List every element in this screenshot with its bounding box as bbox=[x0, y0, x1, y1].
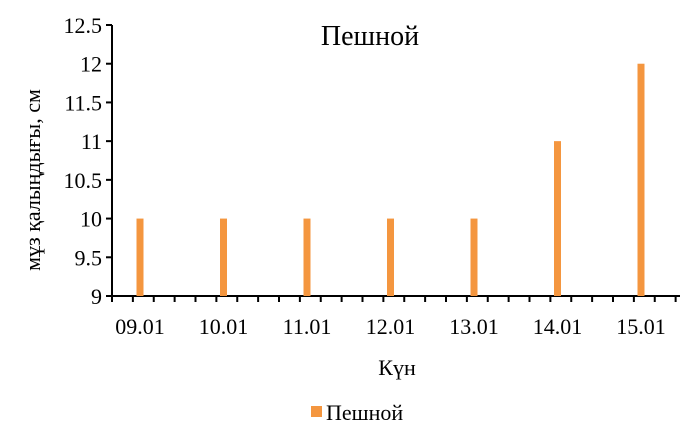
legend: Пешной bbox=[311, 400, 403, 425]
y-tick-label: 9.5 bbox=[75, 245, 103, 270]
y-tick-label: 12 bbox=[80, 52, 102, 77]
x-tick-label: 13.01 bbox=[449, 314, 499, 339]
x-tick-label: 14.01 bbox=[533, 314, 583, 339]
y-tick-label: 9 bbox=[91, 284, 102, 309]
y-tick-label: 11 bbox=[81, 129, 102, 154]
y-tick-label: 12.5 bbox=[64, 13, 103, 38]
x-tick-label: 12.01 bbox=[366, 314, 416, 339]
plot-area: 9 9.5 10 10.5 11 11.5 12 12.5 09.01 10.01 11.01 12.… bbox=[64, 13, 680, 339]
bar bbox=[470, 218, 478, 296]
chart-title: Пешной bbox=[321, 21, 419, 52]
x-tick-label: 09.01 bbox=[115, 314, 165, 339]
x-axis-title: Күн bbox=[378, 355, 416, 380]
y-tick-label: 11.5 bbox=[64, 90, 102, 115]
x-tick-label: 11.01 bbox=[283, 314, 332, 339]
y-axis-title: мұз қалыңдығы, см bbox=[20, 89, 45, 271]
bar bbox=[637, 63, 645, 296]
bar bbox=[303, 218, 311, 296]
bar bbox=[220, 218, 227, 296]
bar bbox=[554, 141, 561, 296]
y-tick-label: 10 bbox=[80, 207, 102, 232]
legend-label: Пешной bbox=[326, 400, 403, 425]
bar bbox=[136, 218, 144, 296]
y-tick-label: 10.5 bbox=[64, 168, 103, 193]
legend-swatch bbox=[311, 406, 322, 417]
bar bbox=[387, 218, 394, 296]
x-tick-label: 15.01 bbox=[616, 314, 666, 339]
x-tick-label: 10.01 bbox=[199, 314, 249, 339]
